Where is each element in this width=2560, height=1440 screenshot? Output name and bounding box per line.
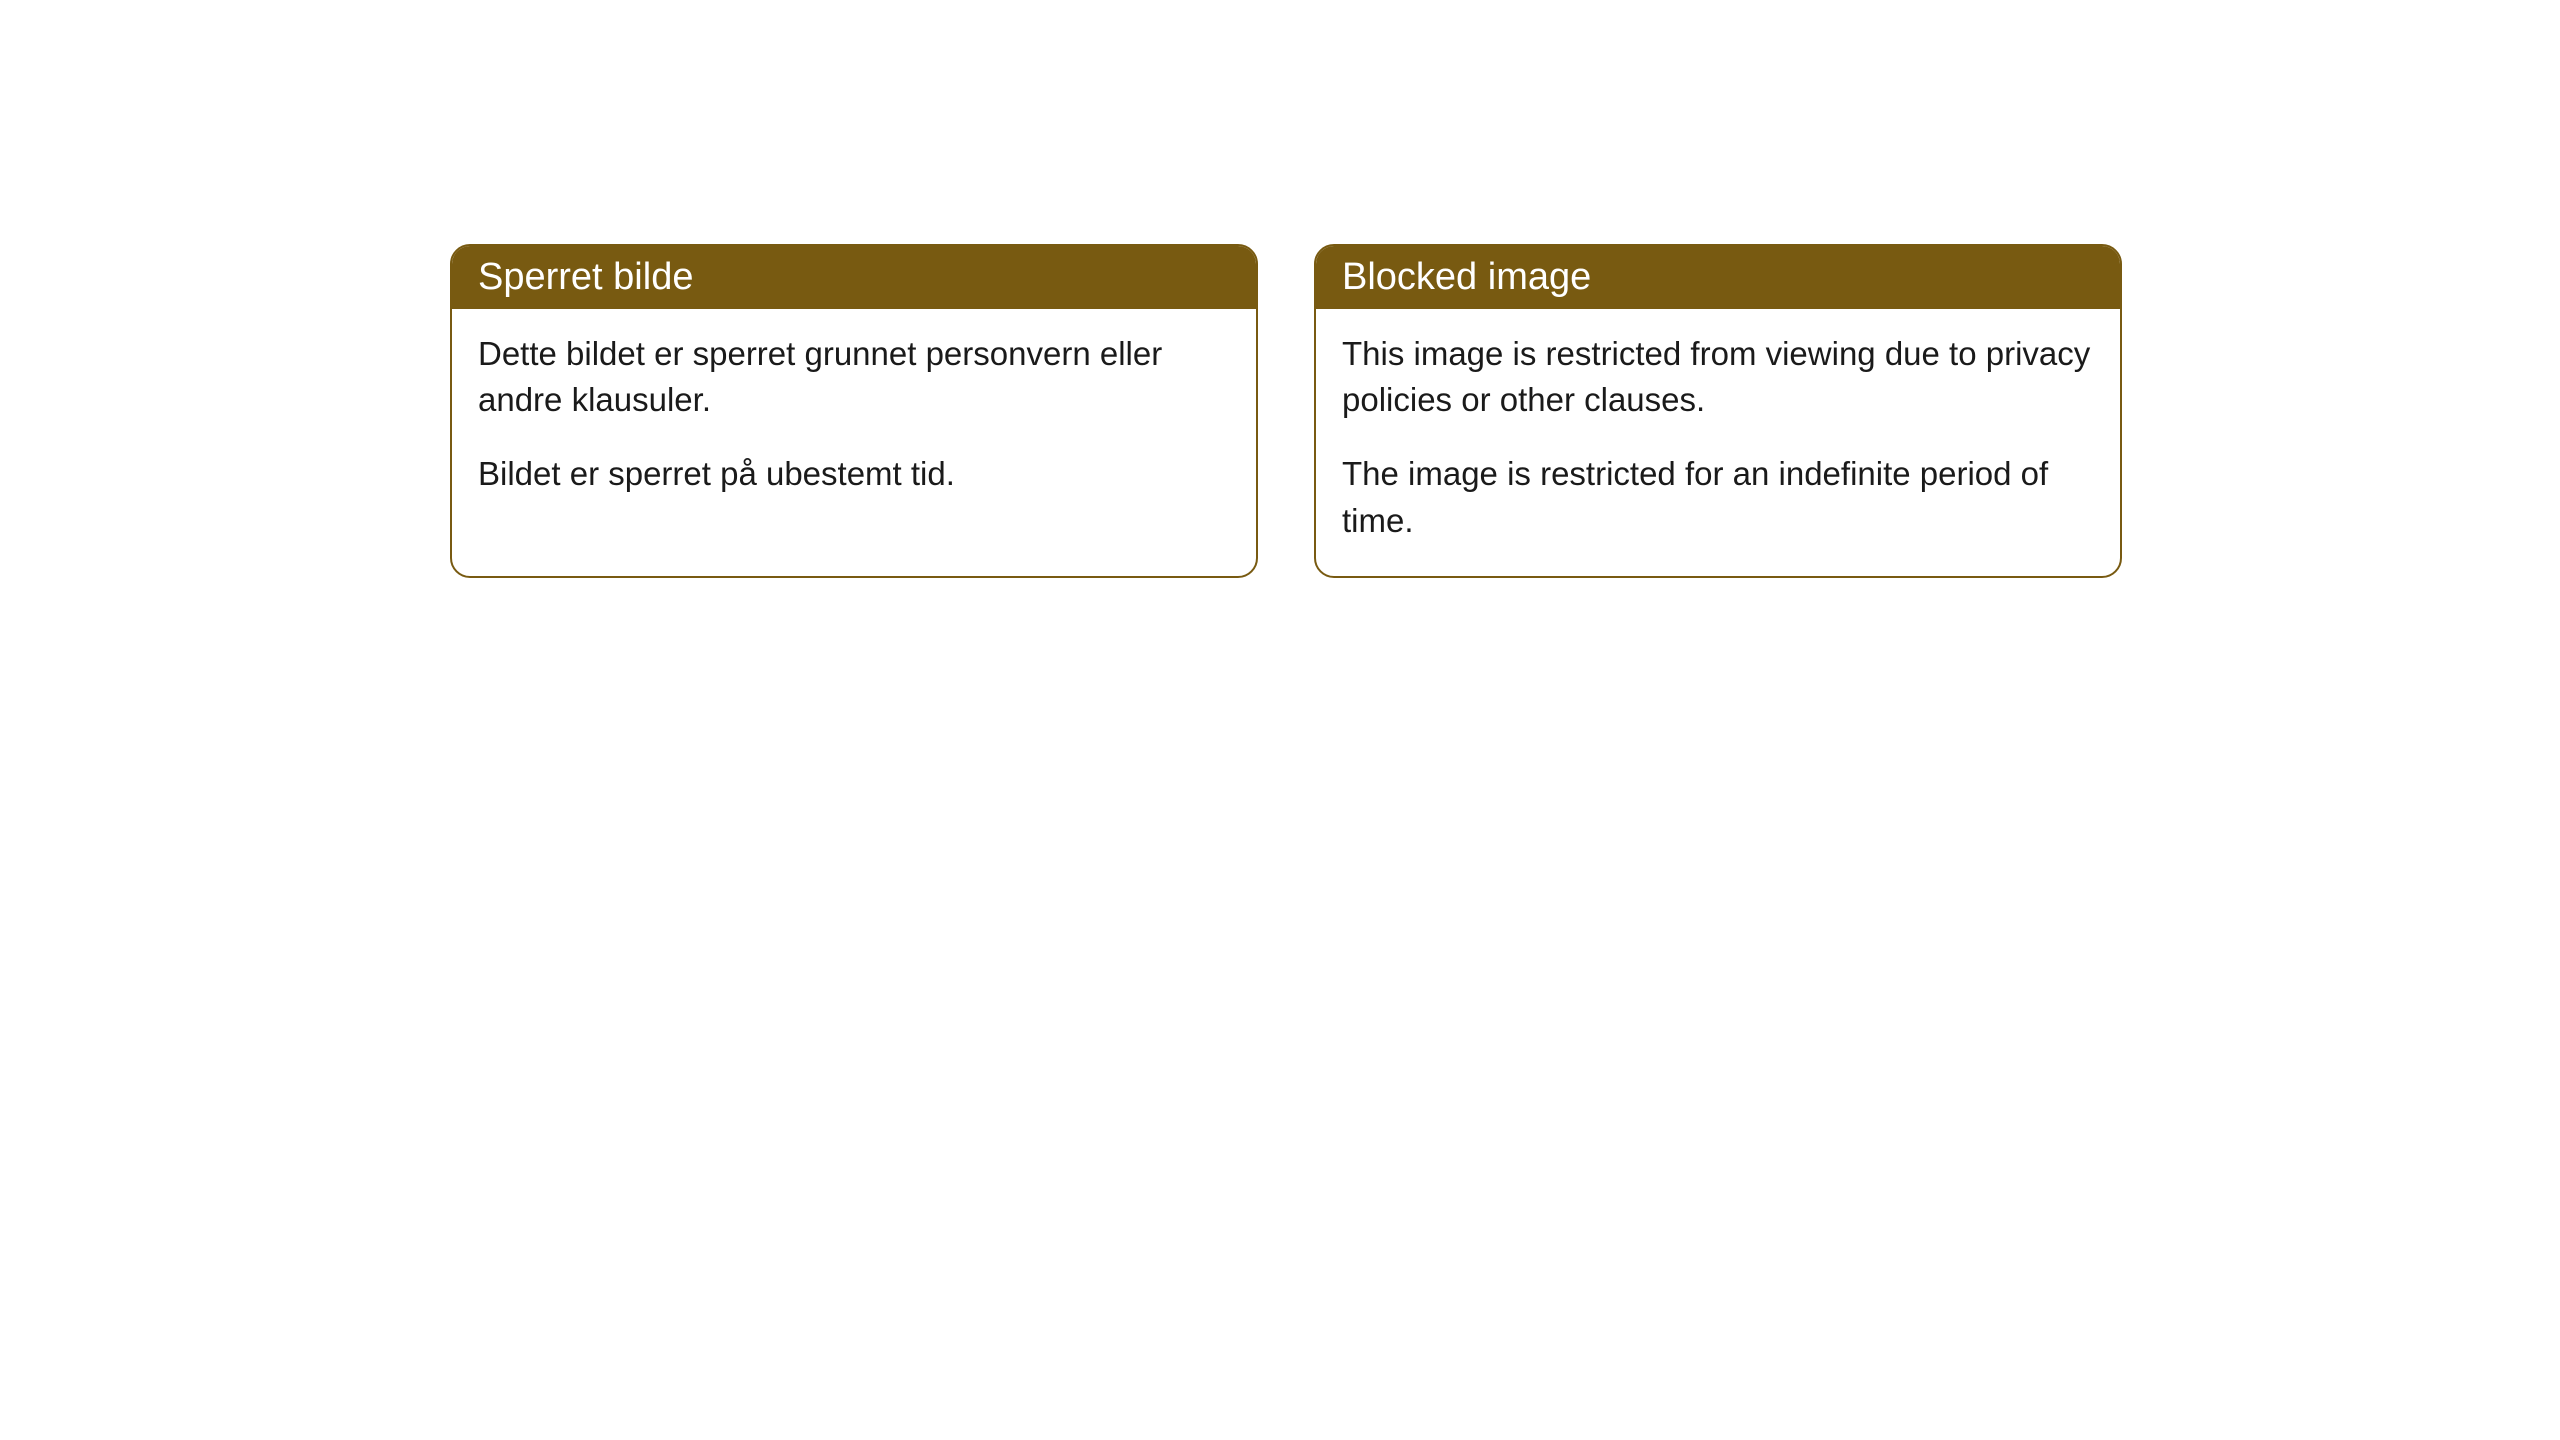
card-paragraph: The image is restricted for an indefinit… bbox=[1342, 451, 2094, 543]
card-paragraph: Dette bildet er sperret grunnet personve… bbox=[478, 331, 1230, 423]
card-paragraph: Bildet er sperret på ubestemt tid. bbox=[478, 451, 1230, 497]
card-header-english: Blocked image bbox=[1316, 246, 2120, 309]
card-title: Blocked image bbox=[1342, 256, 1591, 298]
card-english: Blocked image This image is restricted f… bbox=[1314, 244, 2122, 578]
card-paragraph: This image is restricted from viewing du… bbox=[1342, 331, 2094, 423]
card-title: Sperret bilde bbox=[478, 256, 693, 298]
cards-container: Sperret bilde Dette bildet er sperret gr… bbox=[450, 244, 2122, 578]
card-header-norwegian: Sperret bilde bbox=[452, 246, 1256, 309]
card-body-norwegian: Dette bildet er sperret grunnet personve… bbox=[452, 309, 1256, 530]
card-norwegian: Sperret bilde Dette bildet er sperret gr… bbox=[450, 244, 1258, 578]
card-body-english: This image is restricted from viewing du… bbox=[1316, 309, 2120, 576]
